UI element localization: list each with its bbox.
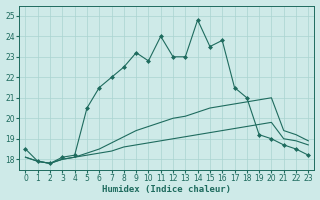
X-axis label: Humidex (Indice chaleur): Humidex (Indice chaleur) — [102, 185, 231, 194]
